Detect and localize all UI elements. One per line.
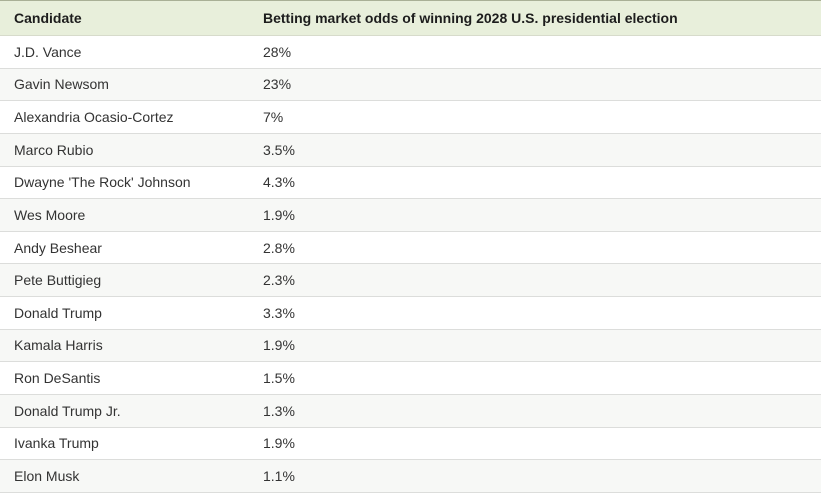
table-row: Gavin Newsom 23%	[0, 68, 821, 102]
table-row: Donald Trump 3.3%	[0, 297, 821, 330]
candidate-cell: Wes Moore	[14, 206, 86, 223]
table-row: Elon Musk 1.1%	[0, 460, 821, 493]
table-body: J.D. Vance 28% Gavin Newsom 23% Alexandria O…	[0, 36, 821, 493]
candidate-cell: Pete Buttigieg	[14, 272, 102, 289]
odds-cell: 1.1%	[263, 467, 295, 484]
table-row: Marco Rubio 3.5%	[0, 133, 821, 167]
odds-cell: 1.3%	[263, 402, 295, 419]
candidate-cell: Donald Trump Jr.	[14, 402, 121, 419]
table-header-row: Candidate Betting market odds of winning…	[0, 1, 821, 36]
candidate-cell: Gavin Newsom	[14, 76, 109, 93]
odds-cell: 2.3%	[263, 272, 295, 289]
odds-cell: 3.3%	[263, 304, 295, 321]
candidate-cell: Ivanka Trump	[14, 435, 99, 452]
table-row: Donald Trump Jr. 1.3%	[0, 394, 821, 428]
table-row: Ivanka Trump 1.9%	[0, 427, 821, 461]
odds-cell: 23%	[263, 76, 292, 93]
candidate-cell: Elon Musk	[14, 467, 80, 484]
odds-cell: 1.5%	[263, 370, 295, 387]
odds-cell: 4.3%	[263, 174, 295, 191]
table-row: Ron DeSantis 1.5%	[0, 362, 821, 395]
odds-cell: 28%	[263, 43, 292, 60]
column-header-candidate: Candidate	[14, 10, 82, 26]
table-row: Andy Beshear 2.8%	[0, 231, 821, 265]
table-row: Dwayne 'The Rock' Johnson 4.3%	[0, 166, 821, 200]
odds-cell: 3.5%	[263, 141, 295, 158]
odds-cell: 1.9%	[263, 435, 295, 452]
candidate-cell: Ron DeSantis	[14, 370, 101, 387]
table-row: Alexandria Ocasio-Cortez 7%	[0, 101, 821, 134]
odds-cell: 1.9%	[263, 206, 295, 223]
candidate-cell: Alexandria Ocasio-Cortez	[14, 109, 174, 126]
table-row: Wes Moore 1.9%	[0, 199, 821, 232]
table-row: J.D. Vance 28%	[0, 36, 821, 69]
odds-cell: 2.8%	[263, 239, 295, 256]
candidate-cell: Andy Beshear	[14, 239, 102, 256]
column-header-odds: Betting market odds of winning 2028 U.S.…	[263, 10, 678, 26]
candidate-cell: Donald Trump	[14, 304, 102, 321]
betting-odds-table: Candidate Betting market odds of winning…	[0, 0, 821, 493]
candidate-cell: J.D. Vance	[14, 43, 82, 60]
odds-cell: 1.9%	[263, 337, 295, 354]
candidate-cell: Marco Rubio	[14, 141, 94, 158]
candidate-cell: Kamala Harris	[14, 337, 103, 354]
table-row: Pete Buttigieg 2.3%	[0, 264, 821, 297]
table-row: Kamala Harris 1.9%	[0, 329, 821, 363]
candidate-cell: Dwayne 'The Rock' Johnson	[14, 174, 191, 191]
odds-cell: 7%	[263, 109, 284, 126]
